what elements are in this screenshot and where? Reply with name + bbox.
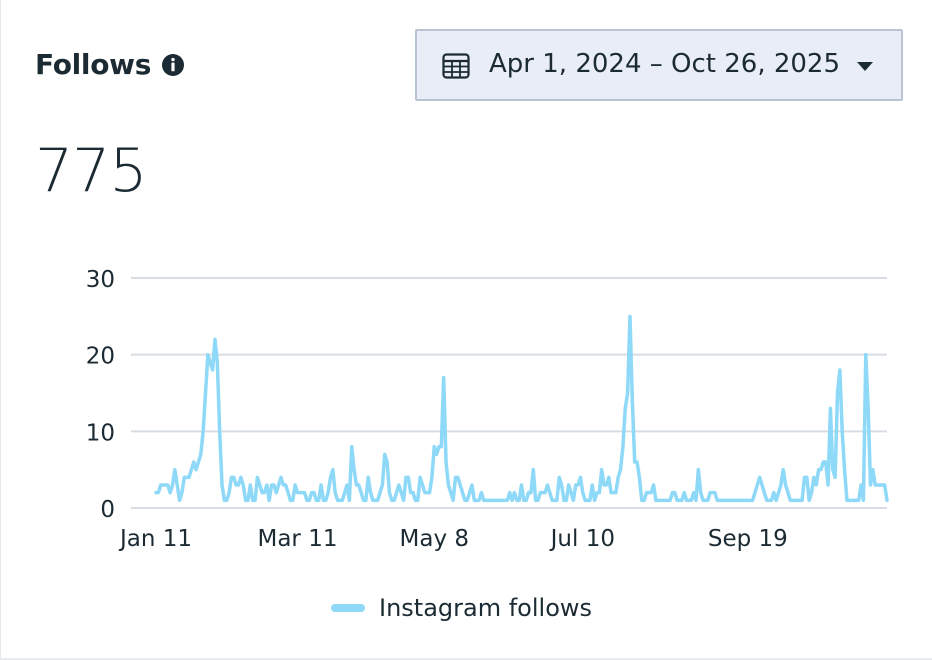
y-tick-label: 0 — [100, 497, 115, 523]
card-header: Follows — [35, 48, 185, 81]
total-follows-value: 775 — [35, 136, 148, 206]
x-tick-label: Sep 19 — [708, 526, 788, 552]
legend-label: Instagram follows — [379, 594, 593, 622]
y-tick-label: 30 — [86, 267, 115, 293]
date-range-picker[interactable]: Apr 1, 2024 – Oct 26, 2025 — [415, 29, 903, 101]
card-title: Follows — [35, 48, 152, 81]
x-tick-label: May 8 — [400, 526, 470, 552]
y-tick-label: 20 — [86, 344, 115, 370]
info-circle-icon[interactable] — [161, 53, 185, 77]
x-tick-label: Jul 10 — [549, 526, 615, 552]
series-line-instagram-follows — [154, 314, 889, 503]
y-tick-label: 10 — [86, 420, 115, 446]
calendar-icon — [442, 53, 470, 79]
follows-line-chart: 0 10 20 30 Jan 11 Mar 11 May 8 Jul 10 Sep 19 — [86, 267, 889, 552]
date-range-label: Apr 1, 2024 – Oct 26, 2025 — [489, 49, 841, 79]
x-tick-label: Jan 11 — [118, 526, 192, 552]
chart-legend: Instagram follows — [331, 594, 592, 622]
x-tick-label: Mar 11 — [257, 526, 337, 552]
legend-swatch — [331, 604, 365, 612]
caret-down-icon — [857, 62, 873, 71]
